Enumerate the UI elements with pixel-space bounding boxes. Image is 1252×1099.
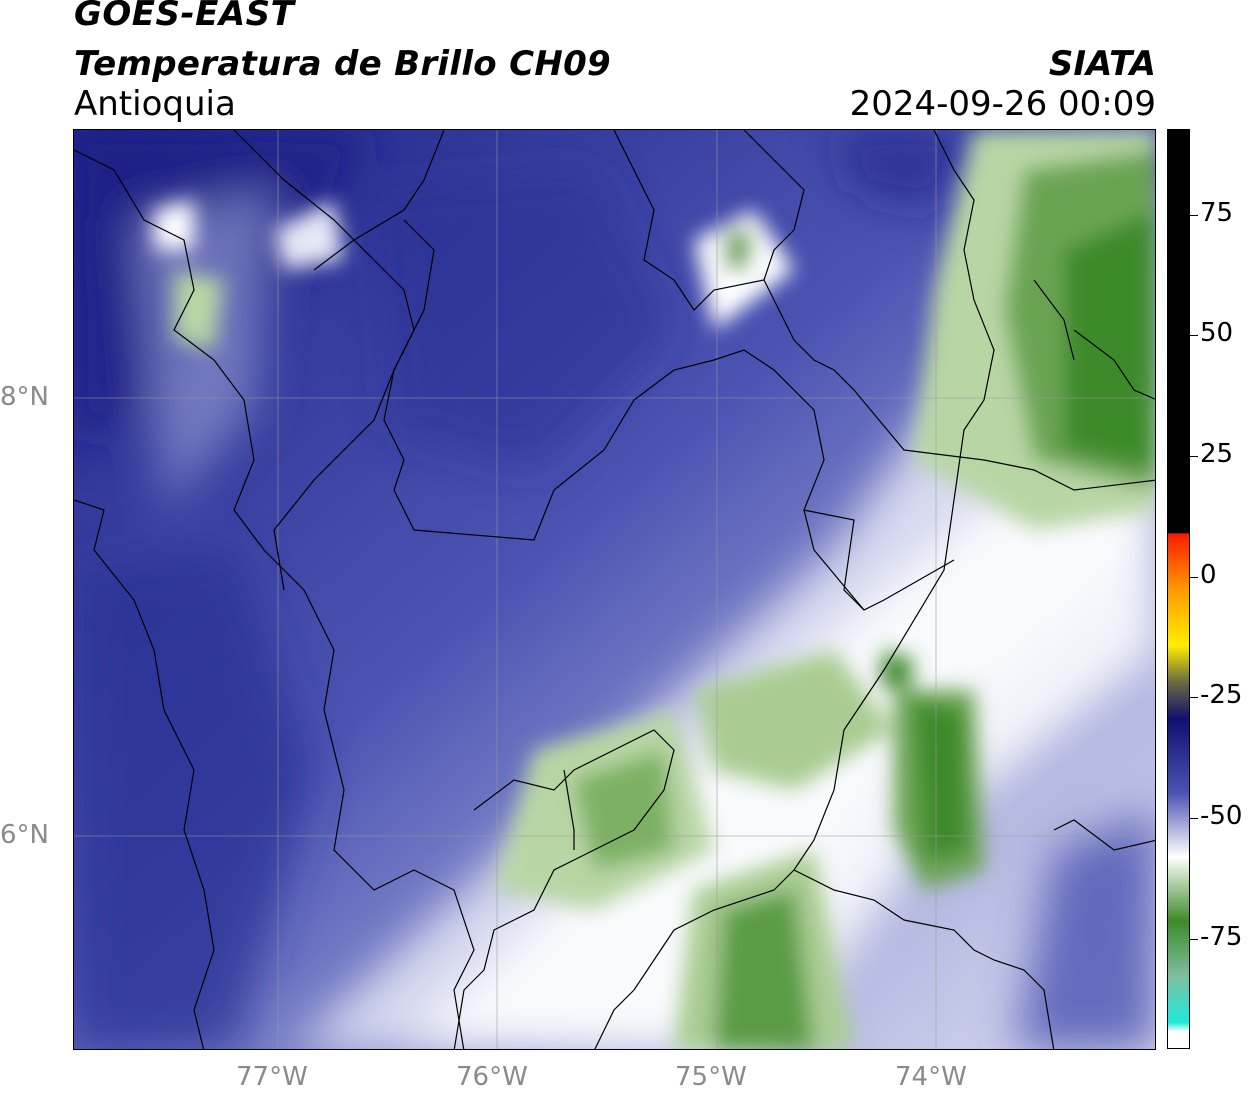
colorbar-tick <box>1190 215 1198 216</box>
lon-label-76w: 76°W <box>456 1062 528 1092</box>
lon-label-75w: 75°W <box>675 1062 747 1092</box>
colorbar-label: 0 <box>1200 560 1217 590</box>
region-label: Antioquia <box>74 84 236 124</box>
map-panel[interactable] <box>73 129 1156 1050</box>
colorbar-tick <box>1190 697 1198 698</box>
colorbar-tick <box>1190 335 1198 336</box>
datetime-label: 2024-09-26 00:09 <box>849 84 1156 124</box>
green-field <box>154 130 1155 1049</box>
product-title: Temperatura de Brillo CH09 <box>74 44 612 84</box>
lat-label-8n: 8°N <box>0 382 49 412</box>
lat-label-6n: 6°N <box>0 820 49 850</box>
colorbar-label: -50 <box>1200 801 1243 831</box>
organization-label: SIATA <box>1048 44 1156 84</box>
lon-label-74w: 74°W <box>895 1062 967 1092</box>
colorbar-label: -25 <box>1200 680 1243 710</box>
colorbar-tick <box>1190 939 1198 940</box>
colorbar <box>1167 129 1190 1049</box>
satellite-title: GOES-EAST <box>74 0 295 34</box>
gridlines <box>74 130 1155 1049</box>
admin-borders <box>74 130 1155 1049</box>
colorbar-tick <box>1190 818 1198 819</box>
colorbar-label: 25 <box>1200 439 1234 469</box>
colorbar-gradient <box>1168 130 1189 1048</box>
brightness-temperature-map <box>74 130 1155 1049</box>
colorbar-label: 50 <box>1200 318 1234 348</box>
colorbar-label: -75 <box>1200 922 1243 952</box>
lon-label-77w: 77°W <box>236 1062 308 1092</box>
colorbar-tick <box>1190 577 1198 578</box>
colorbar-label: 75 <box>1200 198 1234 228</box>
colorbar-tick <box>1190 456 1198 457</box>
